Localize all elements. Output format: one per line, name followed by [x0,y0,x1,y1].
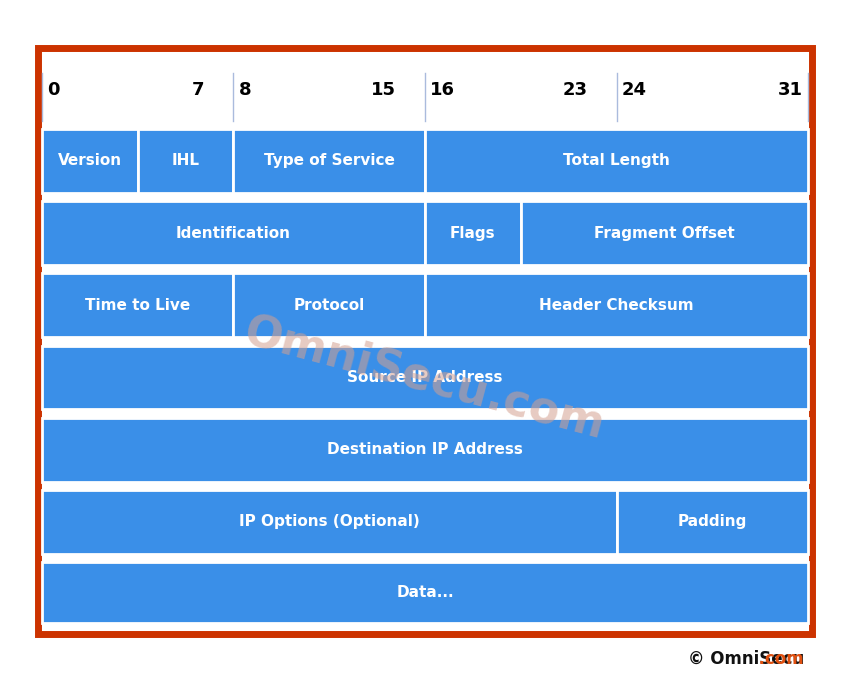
Text: Identification: Identification [176,226,291,241]
Text: 24: 24 [621,81,647,99]
Text: Fragment Offset: Fragment Offset [594,226,735,241]
Text: 23: 23 [563,81,587,99]
Bar [234,273,425,337]
Bar [42,490,616,554]
Bar [234,129,425,193]
Bar [616,490,808,554]
Bar [42,273,234,337]
Text: 16: 16 [430,81,455,99]
Text: Time to Live: Time to Live [85,298,190,313]
Text: Padding: Padding [677,514,747,529]
Bar [42,418,808,481]
Text: Data...: Data... [396,585,454,600]
Bar [37,48,813,634]
Text: Source IP Address: Source IP Address [348,370,502,385]
Text: Flags: Flags [450,226,496,241]
Text: 7: 7 [192,81,205,99]
Bar [425,129,808,193]
Bar [138,129,234,193]
Text: OmniSecu.com: OmniSecu.com [240,310,610,447]
Text: Destination IP Address: Destination IP Address [327,442,523,457]
Text: Protocol: Protocol [293,298,365,313]
Text: 15: 15 [371,81,396,99]
Bar [42,201,425,265]
Bar [42,562,808,623]
Text: 8: 8 [238,81,251,99]
Text: Version: Version [58,154,122,169]
Text: Total Length: Total Length [564,154,670,169]
Text: Type of Service: Type of Service [264,154,394,169]
Bar [42,345,808,409]
Bar [425,273,808,337]
Text: IHL: IHL [172,154,200,169]
Bar [521,201,808,265]
Text: IP Options (Optional): IP Options (Optional) [239,514,420,529]
Text: 0: 0 [47,81,60,99]
Text: © OmniSecu: © OmniSecu [688,650,804,668]
Bar [42,129,138,193]
Bar [425,201,521,265]
Bar [42,71,808,123]
Text: 31: 31 [779,81,803,99]
Text: Header Checksum: Header Checksum [539,298,694,313]
Text: .com: .com [678,650,804,668]
